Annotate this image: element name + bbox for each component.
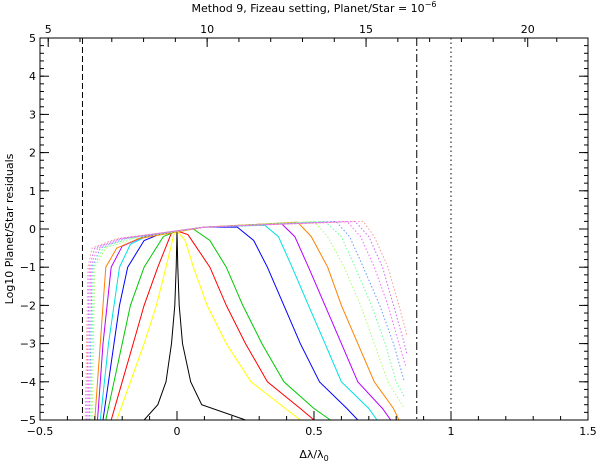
series-line-10 xyxy=(88,220,405,420)
x-tick-label-4: 1.5 xyxy=(579,425,597,438)
x-axis-label: Δλ/λ0 xyxy=(299,448,328,463)
series-line-5 xyxy=(99,224,378,420)
series-line-8 xyxy=(91,220,405,420)
series-line-3 xyxy=(105,228,331,420)
series-line-4 xyxy=(102,226,359,420)
x-axis-label-subscript: 0 xyxy=(324,454,329,463)
x-tick-label-2: 0.5 xyxy=(305,425,323,438)
chart-title-superscript: −6 xyxy=(425,0,437,9)
y-tick-label-1: −4 xyxy=(20,376,36,389)
y-tick-label-10: 5 xyxy=(29,32,36,45)
series-line-0 xyxy=(143,230,246,420)
plot-area: −0.5 0 0.5 1 1.5 5 10 15 20 −5 −4 −3 −2 −1 0 1 2 3 4 5 xyxy=(20,23,597,438)
series-line-2 xyxy=(110,230,315,420)
top-tick-label-2: 15 xyxy=(359,23,373,36)
top-tick-label-1: 10 xyxy=(200,23,214,36)
chart-title: Method 9, Fizeau setting, Planet/Star = … xyxy=(192,0,437,15)
x-tick-label-1: 0 xyxy=(174,425,181,438)
top-tick-label-0: 5 xyxy=(45,23,52,36)
y-tick-label-6: 1 xyxy=(29,185,36,198)
series-line-6 xyxy=(97,222,392,420)
y-tick-label-7: 2 xyxy=(29,147,36,160)
plot-frame xyxy=(39,37,589,421)
series-group xyxy=(84,220,408,420)
series-line-13 xyxy=(84,220,408,420)
top-tick-label-3: 20 xyxy=(521,23,535,36)
x-tick-label-3: 1 xyxy=(448,425,455,438)
y-tick-label-9: 4 xyxy=(29,70,36,83)
series-line-7 xyxy=(94,221,400,420)
series-line-9 xyxy=(90,220,405,420)
x-tick-label-0: −0.5 xyxy=(27,425,54,438)
series-line-11 xyxy=(87,220,407,420)
y-tick-label-0: −5 xyxy=(20,414,36,427)
series-line-12 xyxy=(86,220,408,420)
x-axis-label-text: Δλ/λ xyxy=(299,448,324,461)
y-tick-label-3: −2 xyxy=(20,299,36,312)
y-tick-label-5: 0 xyxy=(29,223,36,236)
y-axis-label: Log10 Planet/Star residuals xyxy=(3,153,16,304)
series-line-1 xyxy=(116,230,301,420)
chart-title-text: Method 9, Fizeau setting, Planet/Star = … xyxy=(192,2,425,15)
y-tick-label-8: 3 xyxy=(29,108,36,121)
y-tick-label-4: −1 xyxy=(20,261,36,274)
y-tick-label-2: −3 xyxy=(20,338,36,351)
